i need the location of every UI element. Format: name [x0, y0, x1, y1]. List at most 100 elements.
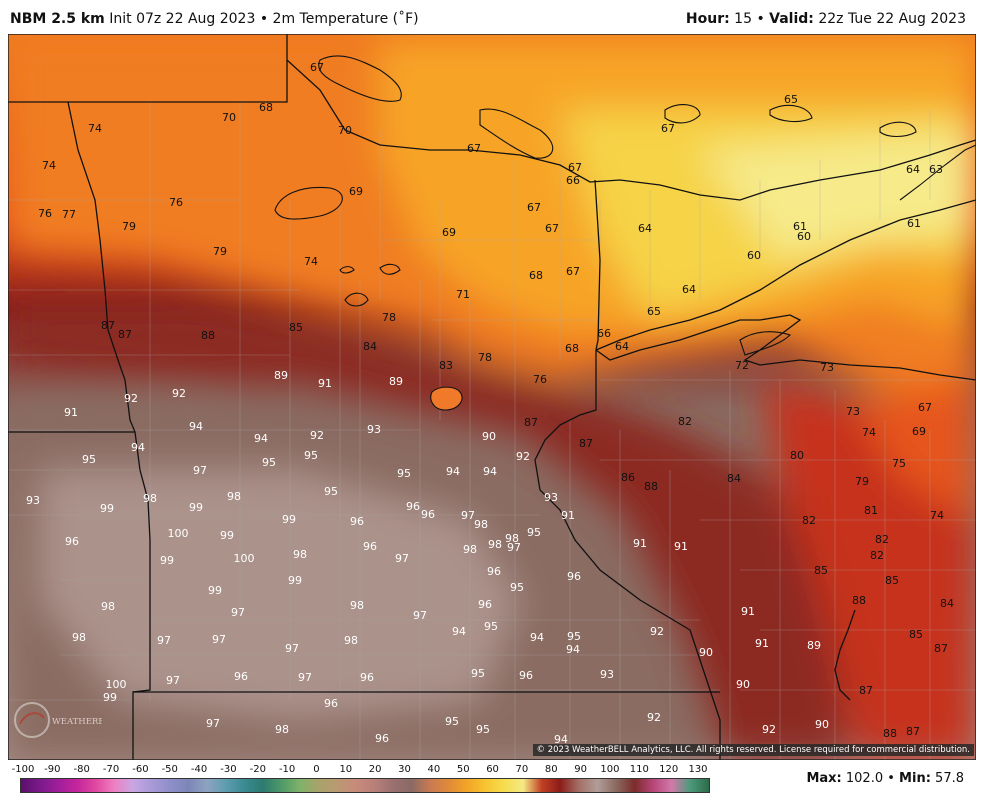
- temperature-label: 99: [100, 502, 114, 515]
- legend-colorbar: [20, 778, 710, 793]
- color-legend: -100 -90 -80 -70 -60 -50 -40 -30 -20 -10 0 10 20 30 40…: [10, 764, 710, 804]
- temperature-label: 99: [103, 691, 117, 704]
- temperature-label: 97: [507, 541, 521, 554]
- temperature-label: 98: [344, 634, 358, 647]
- legend-tick: 80: [544, 764, 558, 775]
- temperature-label: 95: [262, 456, 276, 469]
- temperature-label: 99: [288, 574, 302, 587]
- temperature-label: 71: [456, 288, 470, 301]
- temperature-label: 83: [439, 359, 453, 372]
- temperature-label: 67: [918, 401, 932, 414]
- temperature-label: 95: [510, 581, 524, 594]
- temperature-label: 95: [304, 449, 318, 462]
- temperature-label: 96: [478, 598, 492, 611]
- temperature-label: 69: [349, 185, 363, 198]
- temperature-label: 65: [784, 93, 798, 106]
- temperature-label: 88: [883, 727, 897, 740]
- legend-tick: 90: [574, 764, 587, 775]
- temperature-label: 66: [597, 327, 611, 340]
- temperature-label: 95: [324, 485, 338, 498]
- temperature-label: 67: [310, 61, 324, 74]
- separator: •: [259, 11, 269, 27]
- logo-text: WEATHERBELL: [52, 717, 102, 727]
- temperature-label: 76: [533, 373, 547, 386]
- temperature-label: 96: [519, 669, 533, 682]
- county-lines: [8, 100, 976, 760]
- temperature-label: 95: [397, 467, 411, 480]
- temperature-label: 85: [289, 321, 303, 334]
- temperature-label: 96: [360, 671, 374, 684]
- legend-tick: -20: [249, 764, 266, 775]
- temperature-label: 97: [157, 634, 171, 647]
- temperature-label: 96: [363, 540, 377, 553]
- temperature-label: 95: [445, 715, 459, 728]
- temperature-label: 68: [529, 269, 543, 282]
- temperature-label: 95: [476, 723, 490, 736]
- temperature-label: 73: [846, 405, 860, 418]
- temperature-label: 88: [852, 594, 866, 607]
- temperature-label: 80: [790, 449, 804, 462]
- temperature-label: 92: [172, 387, 186, 400]
- min-value: 57.8: [935, 771, 964, 786]
- temperature-label: 99: [189, 501, 203, 514]
- temperature-label: 67: [545, 222, 559, 235]
- valid-label: Valid:: [769, 11, 814, 27]
- separator: •: [756, 11, 765, 27]
- temperature-label: 87: [859, 684, 873, 697]
- temperature-label: 85: [909, 628, 923, 641]
- map-header: NBM 2.5 km Init 07z 22 Aug 2023 • 2m Tem…: [0, 0, 984, 34]
- temperature-label: 98: [505, 532, 519, 545]
- temperature-label: 69: [442, 226, 456, 239]
- temperature-label: 99: [208, 584, 222, 597]
- temperature-label: 94: [254, 432, 268, 445]
- temperature-label: 98: [293, 548, 307, 561]
- temperature-label: 94: [566, 643, 580, 656]
- temperature-label: 86: [621, 471, 635, 484]
- temperature-label: 87: [579, 437, 593, 450]
- temperature-label: 97: [212, 633, 226, 646]
- temperature-label: 74: [930, 509, 944, 522]
- temperature-label: 97: [298, 671, 312, 684]
- temperature-label: 74: [304, 255, 318, 268]
- temperature-label: 85: [885, 574, 899, 587]
- legend-tick: 10: [339, 764, 353, 775]
- temperature-label: 100: [168, 527, 189, 540]
- temperature-label: 67: [661, 122, 675, 135]
- temperature-label: 70: [338, 124, 352, 137]
- temperature-label: 89: [274, 369, 288, 382]
- temperature-label: 79: [855, 475, 869, 488]
- temperature-label: 78: [478, 351, 492, 364]
- temperature-label: 97: [231, 606, 245, 619]
- temperature-label: 61: [907, 217, 921, 230]
- legend-tick: -40: [190, 764, 208, 775]
- temperature-label: 87: [906, 725, 920, 738]
- temperature-label: 88: [644, 480, 658, 493]
- temperature-label: 97: [461, 509, 475, 522]
- legend-tick: -30: [220, 764, 237, 775]
- temperature-label: 96: [65, 535, 79, 548]
- temperature-label: 67: [568, 161, 582, 174]
- temperature-label: 94: [446, 465, 460, 478]
- weatherbell-logo: WEATHERBELL: [12, 698, 122, 742]
- temperature-label: 91: [741, 605, 755, 618]
- temperature-label: 96: [487, 565, 501, 578]
- temperature-label: 95: [82, 453, 96, 466]
- temperature-field: [8, 34, 976, 760]
- temperature-label: 82: [875, 533, 889, 546]
- temperature-label: 79: [122, 220, 136, 233]
- legend-tick: -60: [132, 764, 149, 775]
- temperature-label: 64: [638, 222, 652, 235]
- temperature-label: 95: [527, 526, 541, 539]
- legend-tick: -50: [161, 764, 178, 775]
- copyright-notice: © 2023 WeatherBELL Analytics, LLC. All r…: [532, 744, 974, 756]
- temperature-label: 81: [864, 504, 878, 517]
- max-value: 102.0: [845, 771, 884, 786]
- valid-value: 22z Tue 22 Aug 2023: [818, 11, 966, 27]
- temperature-label: 68: [259, 101, 273, 114]
- temperature-label: 91: [755, 637, 769, 650]
- temperature-label: 94: [131, 441, 145, 454]
- legend-tick: 0: [313, 764, 320, 775]
- temperature-label: 96: [350, 515, 364, 528]
- temperature-map[interactable]: 67 68 70 70 74 67 65 67 67 66 64 63 74 69 76 67 76 77 79 67…: [8, 34, 976, 760]
